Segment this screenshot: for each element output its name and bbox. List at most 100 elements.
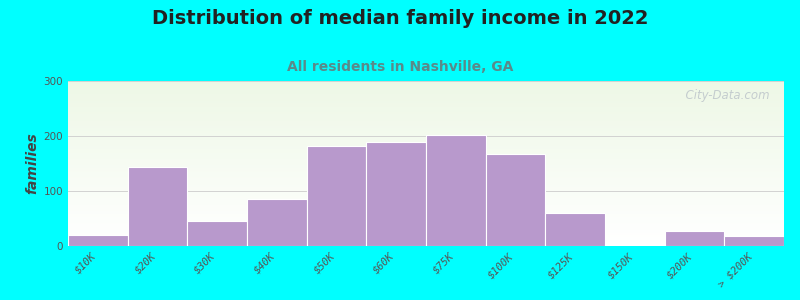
- Bar: [68, 122, 784, 123]
- Bar: [68, 200, 784, 201]
- Bar: [68, 230, 784, 231]
- Bar: [68, 142, 784, 143]
- Bar: [68, 179, 784, 180]
- Bar: [546, 213, 605, 246]
- Bar: [68, 154, 784, 155]
- Bar: [68, 225, 784, 226]
- Bar: [68, 129, 784, 130]
- Bar: [68, 104, 784, 105]
- Bar: [68, 92, 784, 93]
- Bar: [68, 235, 128, 246]
- Bar: [68, 221, 784, 222]
- Bar: [68, 168, 784, 169]
- Bar: [68, 228, 784, 229]
- Bar: [68, 183, 784, 184]
- Bar: [68, 163, 784, 164]
- Bar: [187, 221, 247, 246]
- Bar: [68, 206, 784, 207]
- Bar: [68, 84, 784, 85]
- Bar: [306, 146, 366, 246]
- Bar: [68, 137, 784, 138]
- Bar: [68, 174, 784, 175]
- Bar: [68, 91, 784, 92]
- Bar: [68, 242, 784, 243]
- Bar: [68, 209, 784, 210]
- Bar: [68, 127, 784, 128]
- Bar: [68, 188, 784, 189]
- Bar: [68, 194, 784, 195]
- Bar: [68, 231, 784, 232]
- Bar: [68, 86, 784, 87]
- Bar: [68, 161, 784, 162]
- Bar: [68, 132, 784, 133]
- Bar: [426, 135, 486, 246]
- Bar: [68, 111, 784, 112]
- Bar: [68, 214, 784, 215]
- Bar: [68, 222, 784, 223]
- Bar: [68, 236, 784, 237]
- Bar: [68, 217, 784, 218]
- Bar: [68, 85, 784, 86]
- Bar: [68, 95, 784, 96]
- Bar: [68, 192, 784, 193]
- Bar: [68, 235, 784, 236]
- Bar: [68, 195, 784, 196]
- Bar: [68, 240, 784, 241]
- Bar: [247, 199, 306, 246]
- Bar: [68, 187, 784, 188]
- Bar: [68, 152, 784, 153]
- Bar: [68, 245, 784, 246]
- Bar: [68, 98, 784, 99]
- Bar: [68, 107, 784, 108]
- Bar: [68, 191, 784, 192]
- Bar: [68, 112, 784, 113]
- Bar: [68, 182, 784, 183]
- Bar: [68, 160, 784, 161]
- Bar: [68, 237, 784, 238]
- Bar: [68, 229, 784, 230]
- Bar: [68, 220, 784, 221]
- Bar: [68, 203, 784, 204]
- Bar: [68, 177, 784, 178]
- Bar: [68, 170, 784, 171]
- Bar: [68, 208, 784, 209]
- Bar: [68, 97, 784, 98]
- Bar: [68, 90, 784, 91]
- Bar: [68, 113, 784, 114]
- Bar: [68, 131, 784, 132]
- Bar: [68, 110, 784, 111]
- Bar: [68, 243, 784, 244]
- Bar: [68, 150, 784, 151]
- Bar: [68, 210, 784, 211]
- Bar: [68, 116, 784, 117]
- Bar: [665, 231, 724, 246]
- Bar: [68, 233, 784, 234]
- Bar: [68, 83, 784, 84]
- Bar: [68, 190, 784, 191]
- Bar: [68, 82, 784, 83]
- Bar: [68, 125, 784, 126]
- Bar: [68, 153, 784, 154]
- Y-axis label: families: families: [26, 133, 39, 194]
- Bar: [68, 123, 784, 124]
- Bar: [68, 196, 784, 197]
- Bar: [68, 185, 784, 186]
- Bar: [68, 126, 784, 127]
- Bar: [68, 140, 784, 141]
- Bar: [68, 189, 784, 190]
- Bar: [68, 130, 784, 131]
- Bar: [68, 139, 784, 140]
- Bar: [68, 238, 784, 239]
- Bar: [68, 191, 784, 192]
- Bar: [68, 213, 784, 214]
- Bar: [68, 115, 784, 116]
- Bar: [68, 205, 784, 206]
- Bar: [68, 135, 784, 136]
- Bar: [68, 118, 784, 119]
- Bar: [68, 144, 784, 145]
- Bar: [68, 143, 784, 144]
- Bar: [68, 105, 784, 106]
- Bar: [68, 224, 784, 225]
- Bar: [68, 204, 784, 205]
- Bar: [68, 141, 784, 142]
